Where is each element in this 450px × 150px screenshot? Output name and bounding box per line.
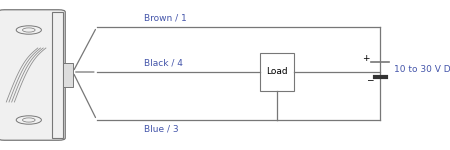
Text: 10 to 30 V DC: 10 to 30 V DC — [394, 64, 450, 74]
Bar — [260, 53, 293, 91]
FancyBboxPatch shape — [0, 10, 65, 140]
Text: Brown / 1: Brown / 1 — [144, 14, 187, 22]
Text: Black / 4: Black / 4 — [144, 58, 183, 68]
Text: +: + — [362, 54, 369, 63]
Bar — [63, 63, 73, 87]
Text: Load: Load — [266, 68, 288, 76]
Text: −: − — [366, 75, 373, 84]
Bar — [52, 12, 63, 138]
Text: Blue / 3: Blue / 3 — [144, 124, 179, 134]
